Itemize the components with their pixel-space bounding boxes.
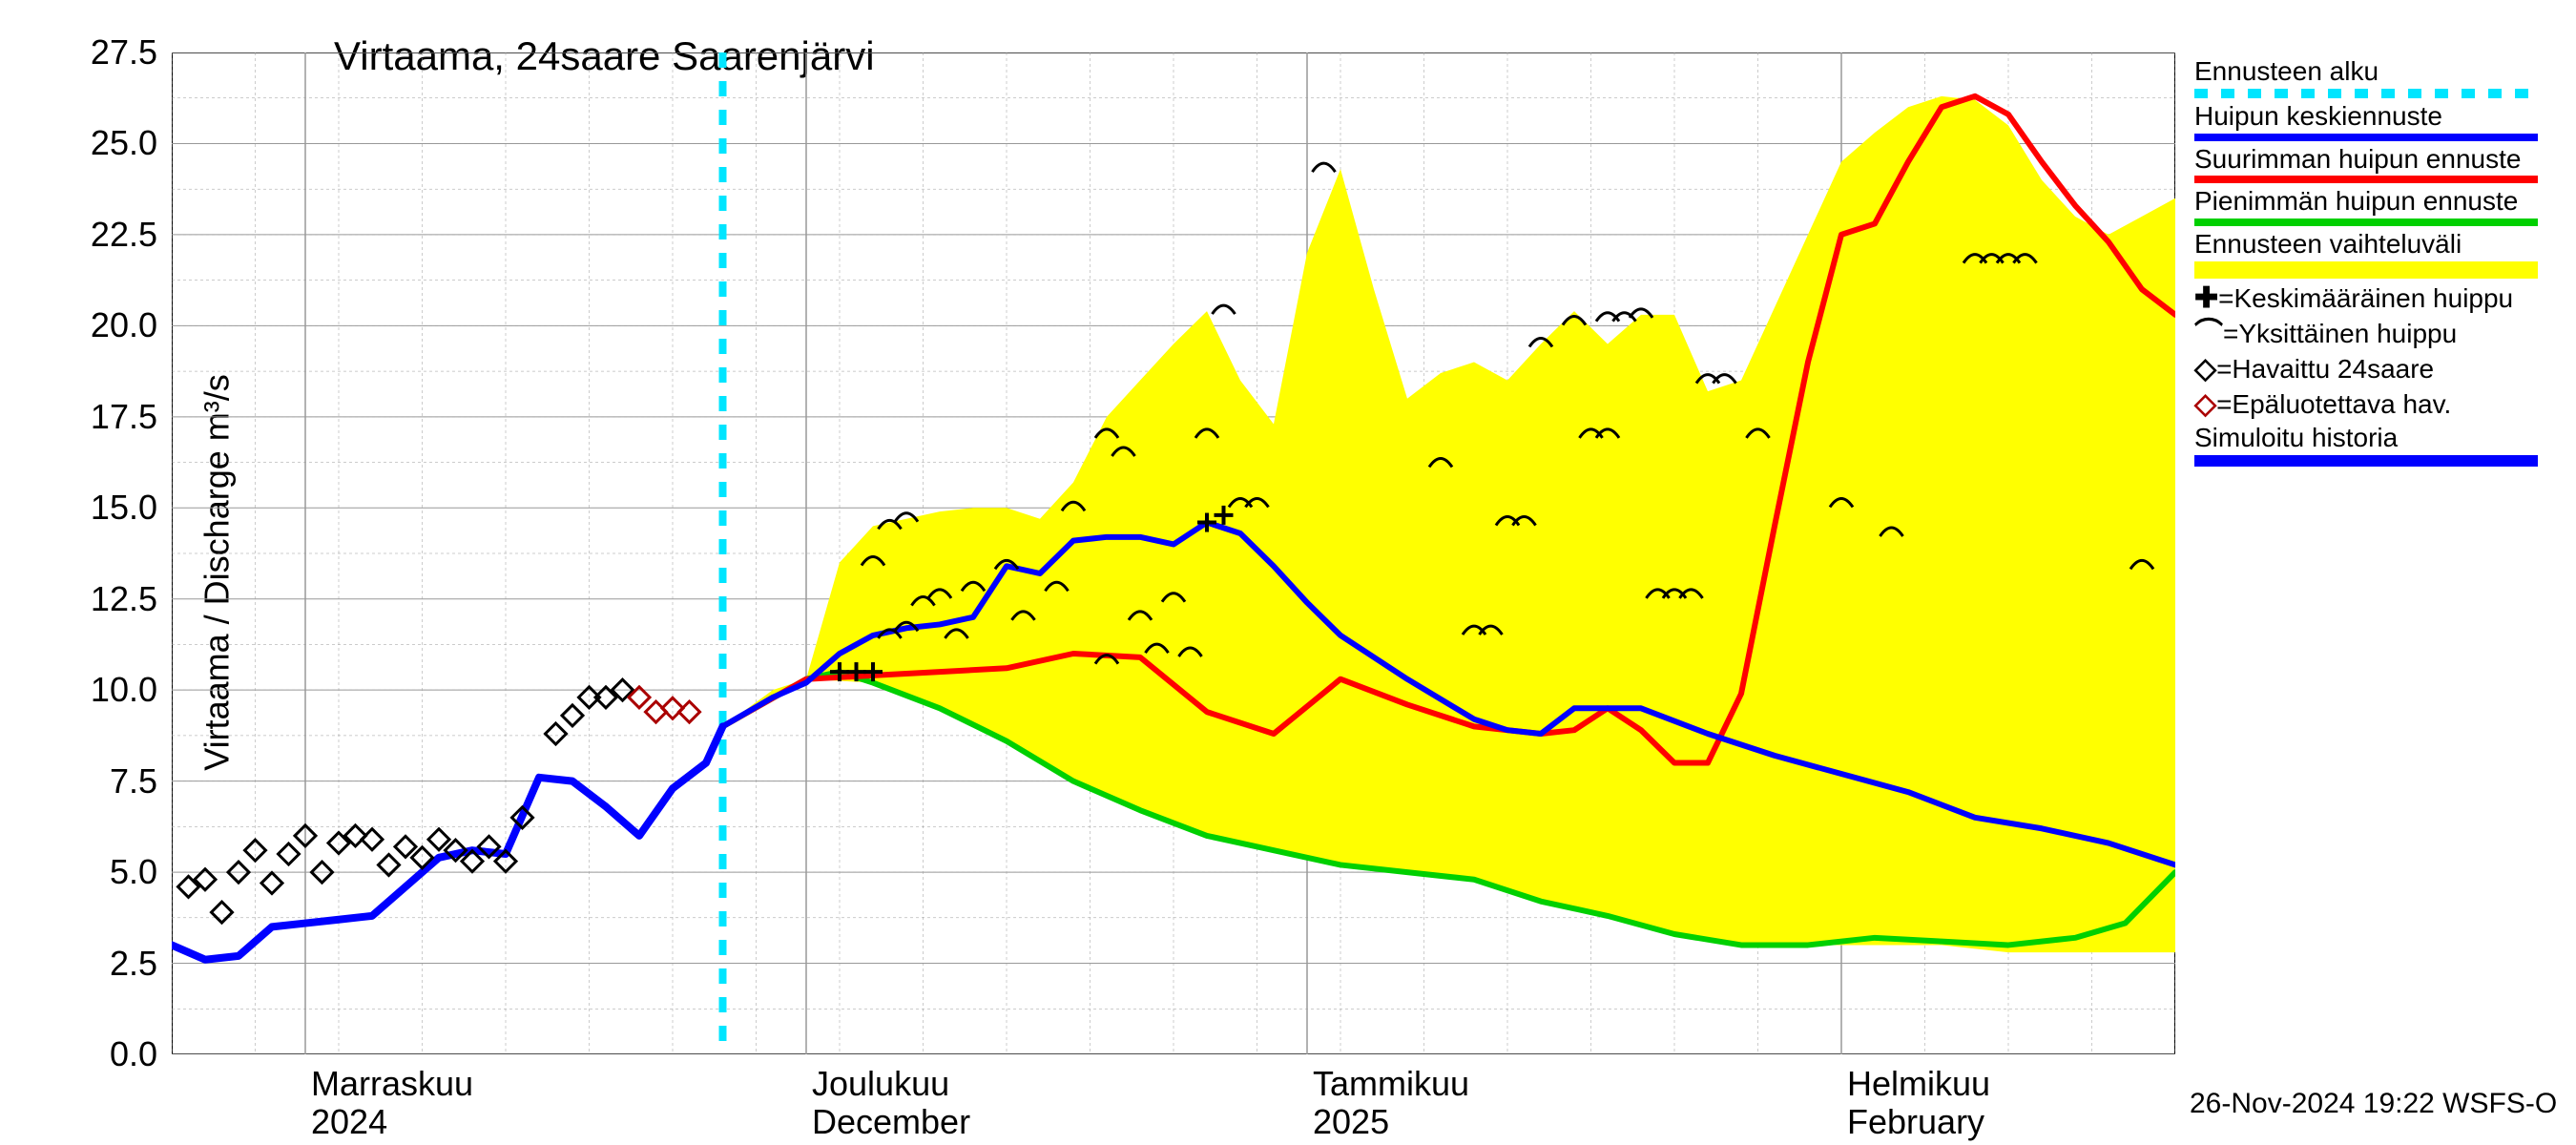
y-tick-label: 0.0	[110, 1034, 157, 1074]
y-tick-label: 12.5	[91, 579, 157, 619]
x-tick-label-line1: Joulukuu	[812, 1064, 949, 1104]
legend-marker: ◇	[2194, 388, 2216, 420]
y-tick-label: 10.0	[91, 670, 157, 710]
legend-swatch	[2194, 134, 2538, 141]
legend-swatch	[2194, 455, 2538, 467]
legend: Ennusteen alku Huipun keskiennuste Suurimm…	[2194, 57, 2557, 470]
legend-item-obs: ◇=Havaittu 24saare	[2194, 353, 2557, 385]
y-tick-label: 15.0	[91, 488, 157, 528]
y-tick-label: 25.0	[91, 123, 157, 163]
y-tick-label: 7.5	[110, 761, 157, 802]
y-tick-label: 22.5	[91, 215, 157, 255]
legend-item-max_peak: Suurimman huipun ennuste	[2194, 145, 2557, 184]
legend-label: =Yksittäinen huippu	[2223, 319, 2457, 348]
legend-marker: ◇	[2194, 353, 2216, 385]
y-tick-label: 17.5	[91, 397, 157, 437]
y-tick-label: 27.5	[91, 32, 157, 73]
legend-item-mean_peak: Huipun keskiennuste	[2194, 102, 2557, 141]
y-tick-label: 20.0	[91, 305, 157, 345]
legend-label: =Epäluotettava hav.	[2216, 389, 2451, 419]
x-tick-label-line1: Helmikuu	[1847, 1064, 1990, 1104]
legend-swatch	[2194, 219, 2538, 226]
plot-area	[172, 52, 2175, 1054]
legend-marker: ⌒	[2194, 318, 2223, 349]
y-tick-label: 5.0	[110, 852, 157, 892]
x-tick-label-line2: 2025	[1313, 1102, 1389, 1142]
legend-item-range: Ennusteen vaihteluväli	[2194, 230, 2557, 279]
x-tick-label-line2: 2024	[311, 1102, 387, 1142]
legend-swatch	[2194, 261, 2538, 279]
legend-swatch	[2194, 176, 2538, 183]
legend-marker: ✚	[2194, 282, 2218, 314]
legend-label: Huipun keskiennuste	[2194, 102, 2557, 132]
legend-item-min_peak: Pienimmän huipun ennuste	[2194, 187, 2557, 226]
legend-label: Ennusteen vaihteluväli	[2194, 230, 2557, 260]
chart-container: Virtaama / Discharge m³/s Virtaama, 24sa…	[0, 0, 2576, 1145]
legend-label: Simuloitu historia	[2194, 424, 2557, 453]
legend-item-sim_history: Simuloitu historia	[2194, 424, 2557, 467]
x-tick-label-line2: February	[1847, 1102, 1984, 1142]
x-tick-label-line2: December	[812, 1102, 970, 1142]
legend-label: Pienimmän huipun ennuste	[2194, 187, 2557, 217]
y-tick-label: 2.5	[110, 944, 157, 984]
legend-label: =Keskimääräinen huippu	[2218, 283, 2513, 313]
legend-item-single_peak: ⌒=Yksittäinen huippu	[2194, 318, 2557, 349]
legend-swatch	[2194, 89, 2538, 98]
legend-label: Ennusteen alku	[2194, 57, 2557, 87]
x-tick-label-line1: Marraskuu	[311, 1064, 473, 1104]
x-tick-label-line1: Tammikuu	[1313, 1064, 1469, 1104]
legend-item-forecast_start: Ennusteen alku	[2194, 57, 2557, 98]
legend-item-avg_peak: ✚=Keskimääräinen huippu	[2194, 282, 2557, 314]
legend-label: Suurimman huipun ennuste	[2194, 145, 2557, 175]
legend-item-unreliable: ◇=Epäluotettava hav.	[2194, 388, 2557, 420]
timestamp-label: 26-Nov-2024 19:22 WSFS-O	[2190, 1088, 2557, 1120]
legend-label: =Havaittu 24saare	[2216, 354, 2434, 384]
